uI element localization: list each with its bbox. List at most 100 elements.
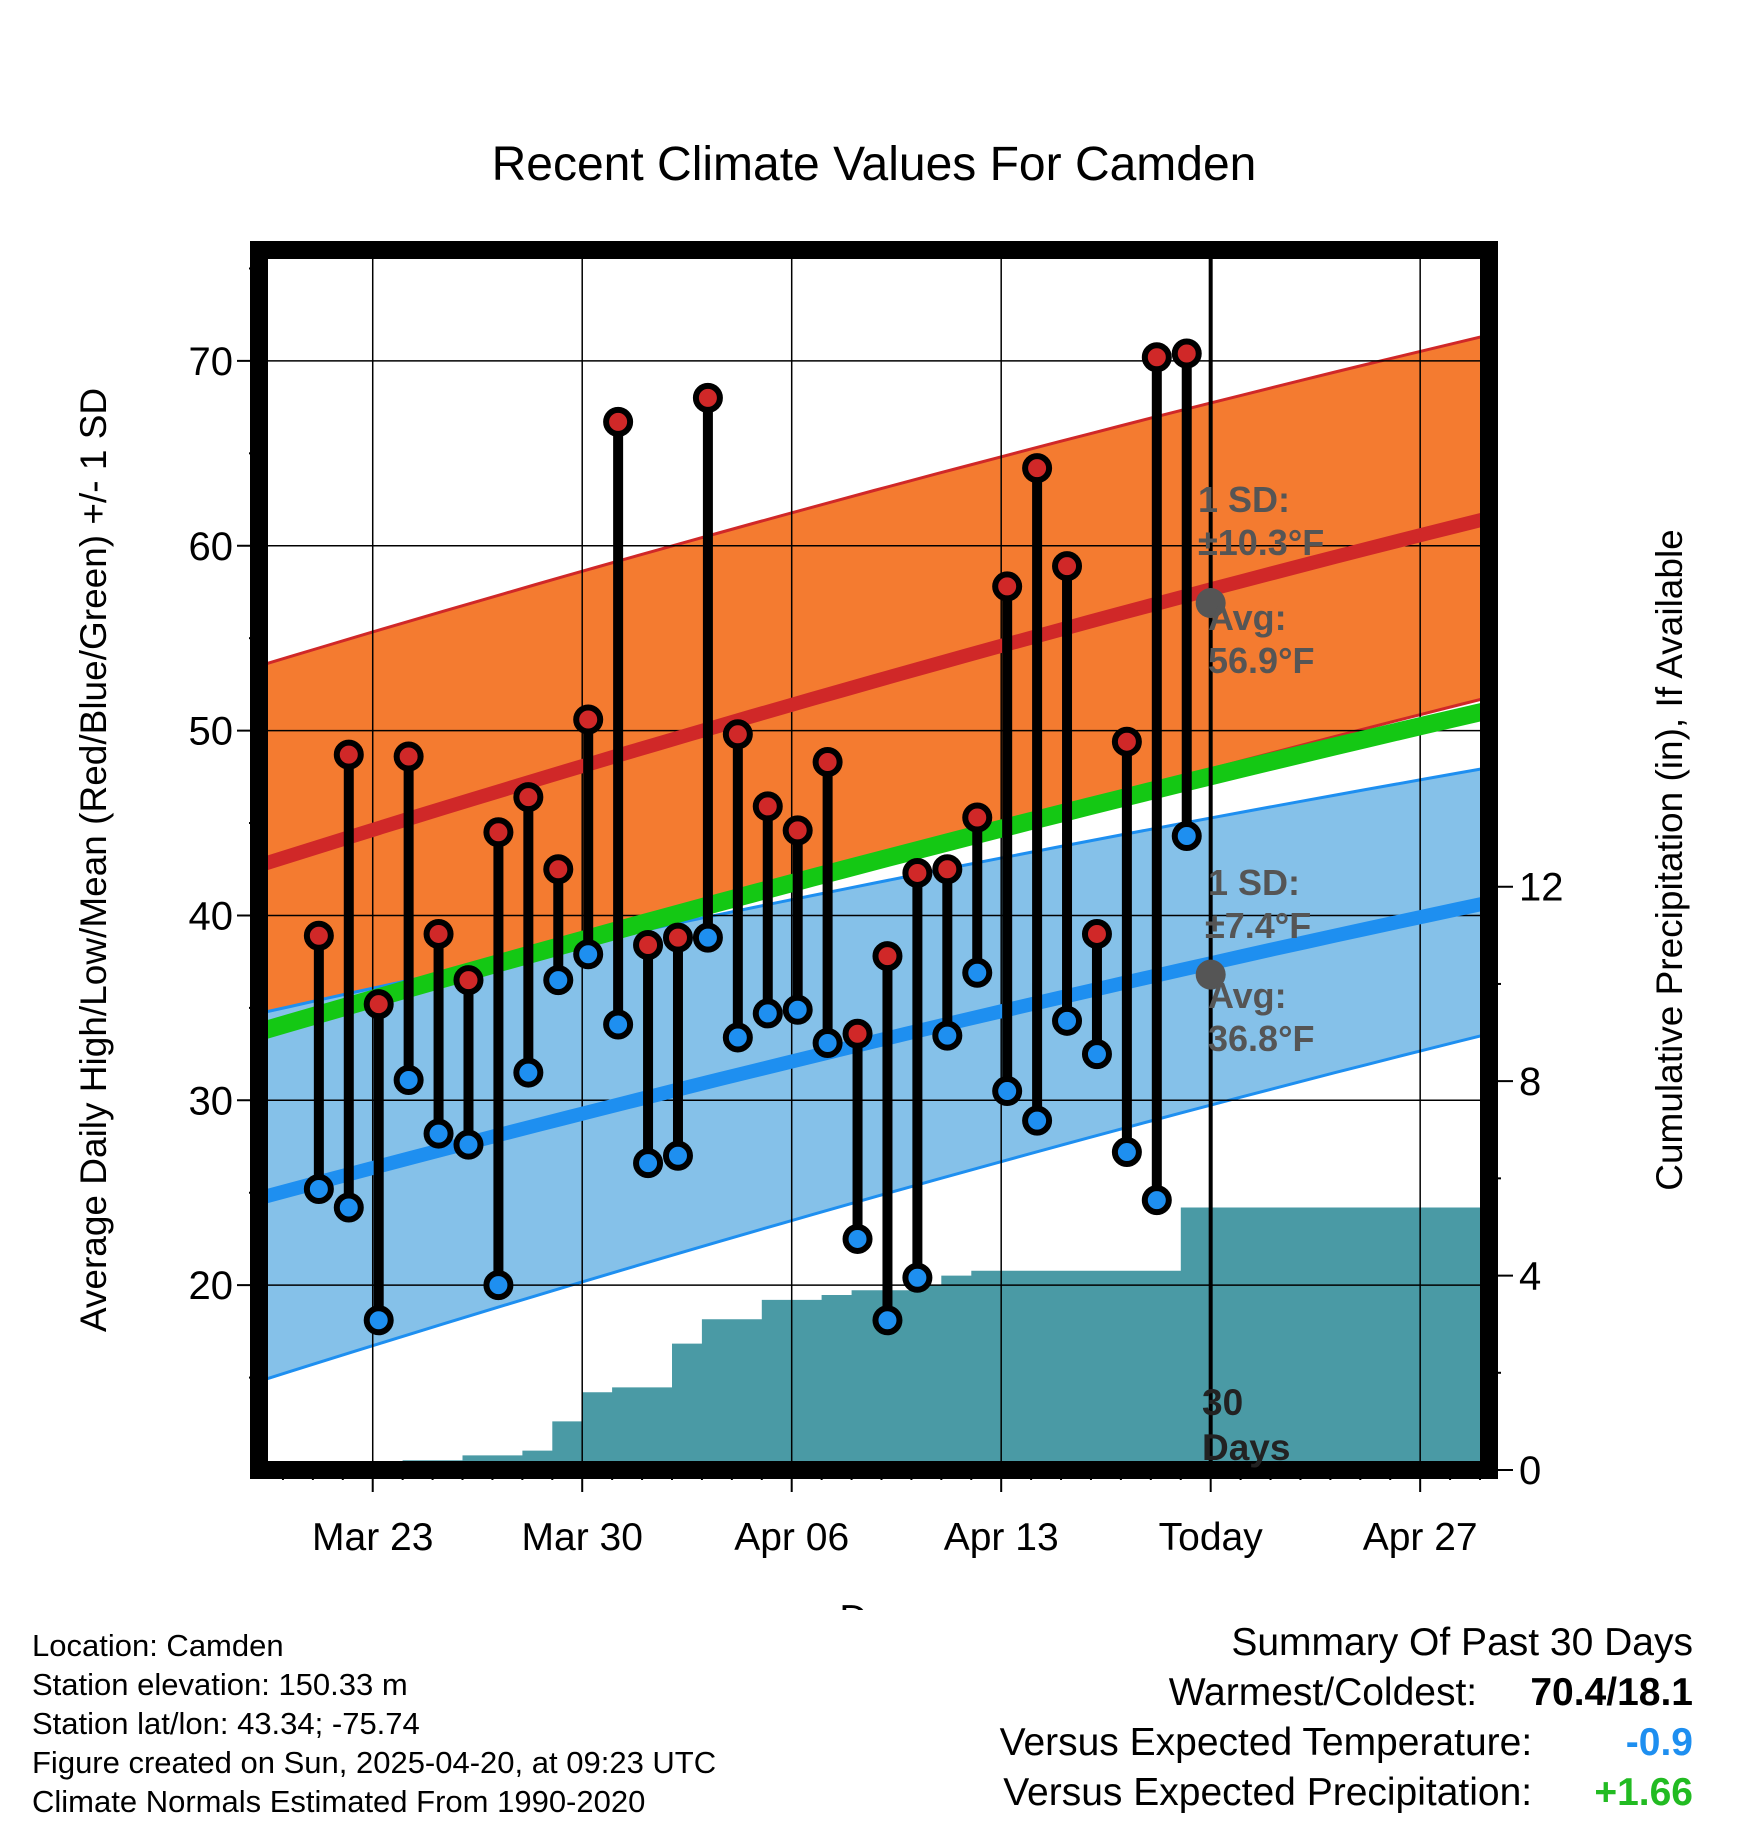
daily-high-point [333,739,364,770]
daily-low-point [722,1022,753,1053]
daily-low-point [363,1305,394,1336]
today-days-number: 30 [1202,1382,1243,1423]
chart-title: Recent Climate Values For Camden [492,138,1257,191]
y2-tick-label: 8 [1519,1060,1541,1104]
daily-low-point [303,1174,334,1205]
daily-low-point [902,1262,933,1293]
daily-low-point [513,1057,544,1088]
precip-vs-value: +1.66 [1594,1771,1693,1814]
daily-high-point [393,741,424,772]
normal-high-line [259,511,1489,873]
y2-tick-label: 0 [1519,1449,1541,1493]
latlon-text: Station lat/lon: 43.34; -75.74 [32,1706,420,1741]
summary-panel: Summary Of Past 30 Days Warmest/Coldest:… [1000,1618,1693,1818]
daily-low-point [992,1076,1023,1107]
x-tick-label: Apr 13 [944,1516,1059,1559]
axes-group: 20 30 40 50 60 70 0 4 8 12 Mar 23 Mar 30 Apr 06 Apr 1… [189,267,1564,1559]
daily-high-point [1022,453,1053,484]
normals-text: Climate Normals Estimated From 1990-2020 [32,1784,646,1819]
y2-tick-label: 12 [1519,866,1564,910]
daily-high-point [453,965,484,996]
summary-warm-row: Warmest/Coldest: 70.4/18.1 [1000,1668,1693,1718]
daily-high-point [992,571,1023,602]
y-tick-label: 70 [189,340,234,384]
low-band-lower-edge [259,1032,1489,1383]
temp-vs-value: -0.9 [1625,1721,1693,1764]
daily-low-point [872,1305,903,1336]
daily-high-point [1052,551,1083,582]
warm-value: 70.4/18.1 [1530,1671,1693,1714]
daily-low-point [573,939,604,970]
daily-high-point [633,930,664,961]
daily-high-point [1081,918,1112,949]
daily-low-point [633,1148,664,1179]
low-sd-value: ±7.4°F [1205,905,1311,946]
low-sd-label: 1 SD: [1208,862,1300,903]
daily-high-point [483,817,514,848]
high-avg-value: 56.9°F [1208,640,1314,681]
summary-temp-row: Versus Expected Temperature: -0.9 [1000,1718,1693,1768]
daily-high-point [662,922,693,953]
daily-low-point [483,1270,514,1301]
precip-vs-label: Versus Expected Precipitation: [1003,1771,1533,1814]
daily-low-point [692,922,723,953]
daily-low-point [543,965,574,996]
daily-high-point [902,857,933,888]
y2-axis-label: Cumulative Precipitation (in), If Availa… [1649,529,1690,1191]
daily-low-point [1052,1005,1083,1036]
precipitation-area [312,1207,1489,1470]
temp-vs-label: Versus Expected Temperature: [999,1721,1533,1764]
daily-high-point [812,747,843,778]
y-axis-label: Average Daily High/Low/Mean (Red/Blue/Gr… [73,388,114,1332]
high-sd-value: ±10.3°F [1198,522,1324,563]
daily-high-point [513,782,544,813]
daily-high-point [603,406,634,437]
y-tick-label: 30 [189,1079,234,1123]
daily-high-point [1171,338,1202,369]
daily-high-point [722,719,753,750]
location-text: Location: Camden [32,1628,284,1663]
plot-frame [250,241,1498,1479]
daily-high-point [363,989,394,1020]
daily-low-point [752,998,783,1029]
daily-low-point [1141,1185,1172,1216]
x-tick-label: Apr 06 [734,1516,849,1559]
y-tick-label: 20 [189,1264,234,1308]
daily-low-point [333,1192,364,1223]
climate-chart: Recent Climate Values For Camden 2030405… [73,138,1690,1610]
x-tick-label: Mar 30 [522,1516,643,1559]
daily-low-point [812,1028,843,1058]
daily-low-point [782,994,813,1025]
daily-high-point [423,918,454,949]
low-avg-label: Avg: [1208,975,1287,1016]
daily-low-point [423,1118,454,1149]
warm-label: Warmest/Coldest: [1168,1671,1478,1714]
summary-title: Summary Of Past 30 Days [1231,1621,1693,1664]
daily-low-point [603,1009,634,1040]
daily-low-point [1022,1105,1053,1136]
x-tick-label: Mar 23 [312,1516,433,1559]
daily-high-point [543,854,574,885]
daily-low-point [453,1129,484,1160]
low-avg-value: 36.8°F [1208,1018,1314,1059]
today-low-avg-marker [1195,959,1226,990]
daily-low-point [842,1223,873,1254]
daily-low-point [1081,1039,1112,1070]
daily-high-point [1141,342,1172,373]
daily-high-point [573,704,604,735]
daily-high-point [782,815,813,846]
daily-high-point [303,920,334,951]
today-days-word: Days [1202,1427,1290,1468]
daily-high-point [962,802,993,833]
high-sd-label: 1 SD: [1198,479,1290,520]
daily-low-point [1171,820,1202,851]
daily-low-point [962,957,993,988]
y-tick-label: 40 [189,894,234,938]
y-tick-label: 60 [189,525,234,569]
daily-low-point [662,1140,693,1171]
created-text: Figure created on Sun, 2025-04-20, at 09… [32,1745,717,1780]
today-high-avg-marker [1195,588,1226,619]
y2-tick-label: 4 [1519,1255,1541,1299]
summary-precip-row: Versus Expected Precipitation: +1.66 [1000,1768,1693,1818]
